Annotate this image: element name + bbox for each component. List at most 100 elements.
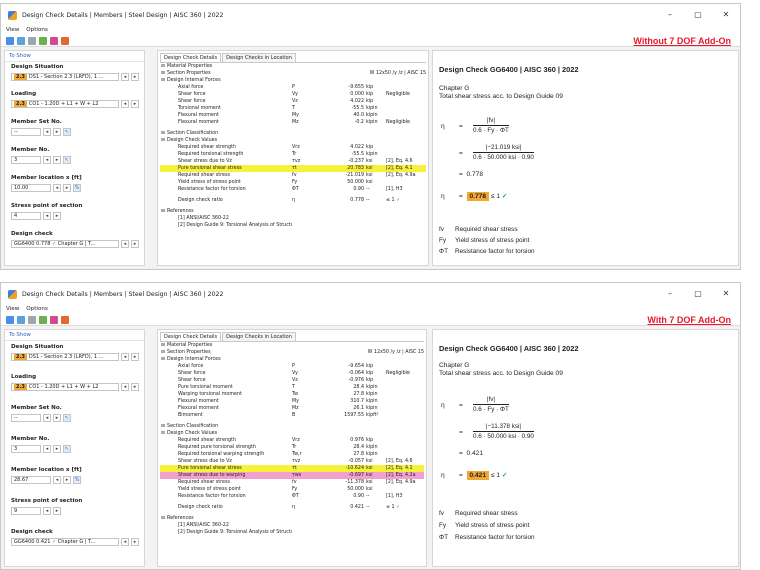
pick-icon[interactable]: ↖: [63, 156, 71, 164]
graphics-icon[interactable]: [39, 315, 47, 324]
tab-design-checks-in-location[interactable]: Design Checks in Location: [222, 332, 296, 341]
close-icon[interactable]: ✕: [722, 10, 730, 19]
cell-c3: -0.2: [354, 120, 364, 125]
prev-icon[interactable]: ◂: [43, 507, 51, 515]
next-icon[interactable]: ▸: [63, 476, 71, 484]
collapse-icon[interactable]: ⊟: [161, 78, 166, 83]
prev-icon[interactable]: ◂: [43, 128, 51, 136]
prev-icon[interactable]: ◂: [43, 212, 51, 220]
menu-options[interactable]: Options: [26, 306, 48, 312]
percent-icon[interactable]: %: [73, 184, 81, 192]
collapse-icon[interactable]: ⊟: [161, 431, 166, 436]
pick-icon[interactable]: ↖: [63, 414, 71, 422]
minimize-icon[interactable]: –: [668, 289, 672, 298]
graphics-icon[interactable]: [39, 36, 47, 45]
member-set-select[interactable]: --: [11, 414, 41, 422]
close-icon[interactable]: ✕: [722, 289, 730, 298]
menu-options[interactable]: Options: [26, 27, 48, 33]
collapse-icon[interactable]: ⊟: [161, 131, 166, 136]
design-situation-select[interactable]: 2.3 DS1 - Section 2.3 (LRFD), 1 ...: [11, 353, 119, 361]
stress-point-select[interactable]: 4: [11, 212, 41, 220]
pick-icon[interactable]: ↖: [63, 128, 71, 136]
next-icon[interactable]: ▸: [53, 156, 61, 164]
select-icon[interactable]: [6, 315, 14, 324]
cell-c3: 4.022: [350, 99, 364, 104]
description-text: Total shear stress acc. to Design Guide …: [439, 370, 563, 377]
prev-icon[interactable]: ◂: [121, 100, 129, 108]
stress-point-select[interactable]: 9: [11, 507, 41, 515]
settings-icon[interactable]: [61, 36, 69, 45]
next-icon[interactable]: ▸: [131, 383, 139, 391]
next-icon[interactable]: ▸: [53, 445, 61, 453]
maximize-icon[interactable]: ▢: [694, 10, 702, 19]
filter-icon[interactable]: [17, 36, 25, 45]
collapse-icon[interactable]: ⊟: [161, 350, 166, 355]
settings-icon[interactable]: [61, 315, 69, 324]
collapse-icon[interactable]: ⊟: [161, 516, 166, 521]
collapse-icon[interactable]: ⊟: [161, 209, 166, 214]
filter-icon[interactable]: [17, 315, 25, 324]
prev-icon[interactable]: ◂: [53, 476, 61, 484]
cell-c1: Required shear stress: [178, 173, 230, 178]
next-icon[interactable]: ▸: [131, 240, 139, 248]
next-icon[interactable]: ▸: [131, 100, 139, 108]
prev-icon[interactable]: ◂: [43, 414, 51, 422]
collapse-icon[interactable]: ⊟: [161, 64, 166, 69]
prev-icon[interactable]: ◂: [43, 156, 51, 164]
design-check-select[interactable]: GG6400 0.778 ✓ Chapter G | T...: [11, 240, 119, 248]
table-row: Yield stress of stress point Fy 50.000 ksi: [160, 179, 426, 186]
prev-icon[interactable]: ◂: [121, 353, 129, 361]
member-select[interactable]: 3: [11, 156, 41, 164]
loading-select[interactable]: 2.3 CO1 - 1.20D + L1 + W + L2: [11, 100, 119, 108]
menu-view[interactable]: View: [6, 306, 20, 312]
next-icon[interactable]: ▸: [63, 184, 71, 192]
tab-design-checks-in-location[interactable]: Design Checks in Location: [222, 53, 296, 62]
prev-icon[interactable]: ◂: [43, 445, 51, 453]
maximize-icon[interactable]: ▢: [694, 289, 702, 298]
cell-c3: 0.976: [350, 438, 364, 443]
next-icon[interactable]: ▸: [131, 353, 139, 361]
next-icon[interactable]: ▸: [53, 414, 61, 422]
title-bar: Design Check Details | Members | Steel D…: [1, 283, 740, 305]
cell-c3: 0.90: [353, 187, 364, 192]
design-check-select[interactable]: GG6400 0.421 ✓ Chapter G | T...: [11, 538, 119, 546]
section-icon[interactable]: [28, 315, 36, 324]
cell-c5: [2], Eq. 4.9a: [386, 480, 416, 485]
collapse-icon[interactable]: ⊟: [161, 138, 166, 143]
collapse-icon[interactable]: ⊟: [161, 357, 166, 362]
percent-icon[interactable]: %: [73, 476, 81, 484]
prev-icon[interactable]: ◂: [121, 73, 129, 81]
check-chapter: Chapter G | T...: [57, 241, 96, 247]
tab-design-check-details[interactable]: Design Check Details: [160, 332, 222, 341]
prev-icon[interactable]: ◂: [121, 538, 129, 546]
next-icon[interactable]: ▸: [53, 507, 61, 515]
prev-icon[interactable]: ◂: [121, 240, 129, 248]
location-select[interactable]: 28.67: [11, 476, 51, 484]
next-icon[interactable]: ▸: [53, 212, 61, 220]
stress-point-value: 9: [14, 508, 18, 514]
member-set-select[interactable]: --: [11, 128, 41, 136]
location-select[interactable]: 10.00: [11, 184, 51, 192]
menu-view[interactable]: View: [6, 27, 20, 33]
member-select[interactable]: 3: [11, 445, 41, 453]
collapse-icon[interactable]: ⊟: [161, 424, 166, 429]
next-icon[interactable]: ▸: [131, 538, 139, 546]
tab-design-check-details[interactable]: Design Check Details: [160, 53, 222, 62]
section-icon[interactable]: [28, 36, 36, 45]
loading-select[interactable]: 2.3 CO1 - 1.20D + L1 + W + L2: [11, 383, 119, 391]
select-icon[interactable]: [6, 36, 14, 45]
design-situation-select[interactable]: 2.3 DS1 - Section 2.3 (LRFD), 1 ...: [11, 73, 119, 81]
minimize-icon[interactable]: –: [668, 10, 672, 19]
prev-icon[interactable]: ◂: [53, 184, 61, 192]
cell-c3: [340, 522, 366, 529]
ratio-badge: 0.778: [466, 192, 490, 201]
next-icon[interactable]: ▸: [53, 128, 61, 136]
color-icon[interactable]: [50, 36, 58, 45]
pick-icon[interactable]: ↖: [63, 445, 71, 453]
cell-c3: 20.783: [347, 166, 364, 171]
collapse-icon[interactable]: ⊟: [161, 343, 166, 348]
collapse-icon[interactable]: ⊟: [161, 71, 166, 76]
prev-icon[interactable]: ◂: [121, 383, 129, 391]
next-icon[interactable]: ▸: [131, 73, 139, 81]
color-icon[interactable]: [50, 315, 58, 324]
